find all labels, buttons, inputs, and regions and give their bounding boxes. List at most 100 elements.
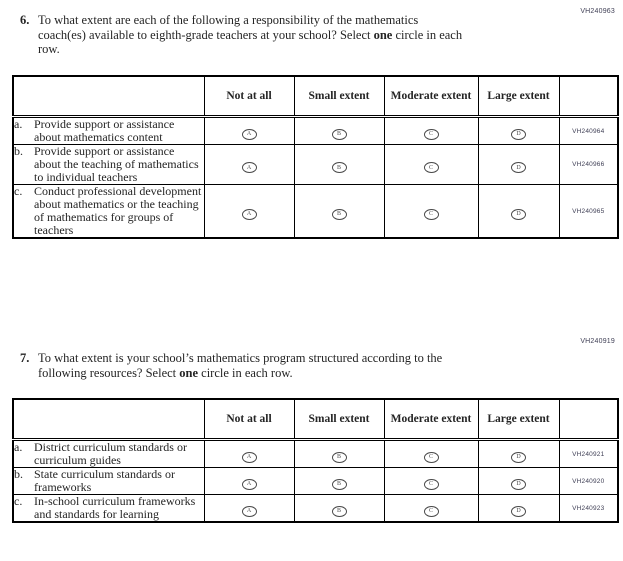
option-oval-d[interactable]: D [511, 208, 526, 220]
cell-q7b-not-at-all: A [203, 467, 295, 495]
column-header-small-extent: Small extent [293, 75, 385, 118]
column-header-moderate-extent: Moderate extent [383, 75, 479, 118]
option-oval-c[interactable]: C [423, 128, 439, 140]
option-oval-d[interactable]: D [511, 162, 526, 173]
row-label-text: State curriculum standards or frameworks [34, 467, 175, 494]
column-header-large-extent: Large extent [477, 75, 560, 118]
cell-q6a-small-extent: B [293, 116, 385, 145]
option-oval-c[interactable]: C [423, 451, 439, 463]
option-oval-c[interactable]: C [423, 505, 439, 517]
cell-q7c-moderate-extent: C [383, 494, 479, 523]
cell-q6c-large-extent: D [477, 184, 560, 239]
cell-q7a-large-extent: D [477, 439, 560, 468]
row-c-label: c. Conduct professional development abou… [12, 184, 205, 239]
cell-q7b-small-extent: B [293, 467, 385, 495]
option-oval-a[interactable]: A [241, 478, 257, 490]
row-code: VH240965 [558, 184, 619, 239]
cell-q7c-not-at-all: A [203, 494, 295, 523]
cell-q6a-moderate-extent: C [383, 116, 479, 145]
cell-q6c-not-at-all: A [203, 184, 295, 239]
cell-q6c-moderate-extent: C [383, 184, 479, 239]
column-header-moderate-extent: Moderate extent [383, 398, 479, 441]
option-oval-d[interactable]: D [511, 451, 526, 463]
cell-q6a-not-at-all: A [203, 116, 295, 145]
row-letter: c. [14, 184, 23, 198]
column-header-code [558, 398, 619, 441]
question-7-accession-code: VH240919 [580, 338, 615, 345]
option-oval-d[interactable]: D [511, 128, 526, 140]
row-c-label: c. In-school curriculum frameworks and s… [12, 494, 205, 523]
cell-q7a-not-at-all: A [203, 439, 295, 468]
question-6: 6. To what extent are each of the follow… [20, 13, 462, 57]
row-code: VH240920 [558, 467, 619, 495]
column-header-blank [12, 75, 205, 118]
cell-q6b-small-extent: B [293, 144, 385, 185]
question-6-line-1: To what extent are each of the following… [38, 13, 419, 27]
option-oval-a[interactable]: A [241, 451, 257, 463]
question-6-line-3: row. [38, 42, 60, 56]
row-letter: b. [14, 467, 23, 481]
cell-q6b-not-at-all: A [203, 144, 295, 185]
column-header-blank [12, 398, 205, 441]
table-row-a: a. Provide support or assistance about m… [12, 116, 619, 145]
option-oval-b[interactable]: B [331, 478, 347, 490]
question-7: 7. To what extent is your school’s mathe… [20, 351, 442, 380]
question-6-text: To what extent are each of the following… [38, 13, 462, 57]
option-oval-a[interactable]: A [241, 208, 257, 220]
cell-q7c-large-extent: D [477, 494, 560, 523]
row-label-text: Conduct professional development about m… [34, 184, 202, 237]
option-oval-d[interactable]: D [511, 478, 526, 490]
row-letter: a. [14, 440, 23, 454]
column-header-not-at-all: Not at all [203, 75, 295, 118]
option-oval-b[interactable]: B [331, 451, 347, 463]
table-row-c: c. In-school curriculum frameworks and s… [12, 494, 619, 523]
row-code: VH240966 [558, 144, 619, 185]
cell-q7c-small-extent: B [293, 494, 385, 523]
option-oval-a[interactable]: A [241, 505, 257, 517]
table-row-b: b. Provide support or assistance about t… [12, 144, 619, 185]
option-oval-b[interactable]: B [331, 128, 347, 140]
cell-q6a-large-extent: D [477, 116, 560, 145]
row-code: VH240921 [558, 439, 619, 468]
row-a-label: a. District curriculum standards or curr… [12, 439, 205, 468]
table-row-a: a. District curriculum standards or curr… [12, 439, 619, 468]
row-label-text: District curriculum standards or curricu… [34, 440, 187, 467]
header-row: Not at all Small extent Moderate extent … [12, 75, 619, 118]
cell-q6c-small-extent: B [293, 184, 385, 239]
option-oval-b[interactable]: B [331, 505, 347, 517]
cell-q7b-moderate-extent: C [383, 467, 479, 495]
table-row-b: b. State curriculum standards or framewo… [12, 467, 619, 495]
row-b-label: b. State curriculum standards or framewo… [12, 467, 205, 495]
question-7-text: To what extent is your school’s mathemat… [38, 351, 442, 380]
option-oval-a[interactable]: A [241, 128, 257, 140]
option-oval-c[interactable]: C [423, 162, 439, 173]
question-7-line-1: To what extent is your school’s mathemat… [38, 351, 443, 365]
bold-one: one [373, 27, 393, 42]
column-header-large-extent: Large extent [477, 398, 560, 441]
option-oval-d[interactable]: D [511, 505, 526, 517]
row-letter: b. [14, 144, 23, 158]
cell-q6b-moderate-extent: C [383, 144, 479, 185]
option-oval-b[interactable]: B [331, 162, 347, 173]
column-header-code [558, 75, 619, 118]
column-header-not-at-all: Not at all [203, 398, 295, 441]
row-letter: a. [14, 117, 23, 131]
question-6-line-2: coach(es) available to eighth-grade teac… [38, 27, 463, 42]
row-label-text: Provide support or assistance about the … [34, 144, 199, 184]
row-b-label: b. Provide support or assistance about t… [12, 144, 205, 185]
header-row: Not at all Small extent Moderate extent … [12, 398, 619, 441]
question-6-response-grid: Not at all Small extent Moderate extent … [12, 75, 619, 239]
row-code: VH240923 [558, 494, 619, 523]
option-oval-b[interactable]: B [331, 208, 347, 220]
option-oval-c[interactable]: C [423, 208, 439, 220]
question-7-number: 7. [20, 351, 30, 365]
question-7-line-2: following resources? Select one circle i… [38, 365, 293, 380]
cell-q6b-large-extent: D [477, 144, 560, 185]
option-oval-c[interactable]: C [423, 478, 439, 490]
row-label-text: In-school curriculum frameworks and stan… [34, 494, 196, 521]
question-6-number: 6. [20, 13, 30, 27]
column-header-small-extent: Small extent [293, 398, 385, 441]
question-7-response-grid: Not at all Small extent Moderate extent … [12, 398, 619, 523]
row-letter: c. [14, 494, 23, 508]
option-oval-a[interactable]: A [241, 162, 257, 173]
